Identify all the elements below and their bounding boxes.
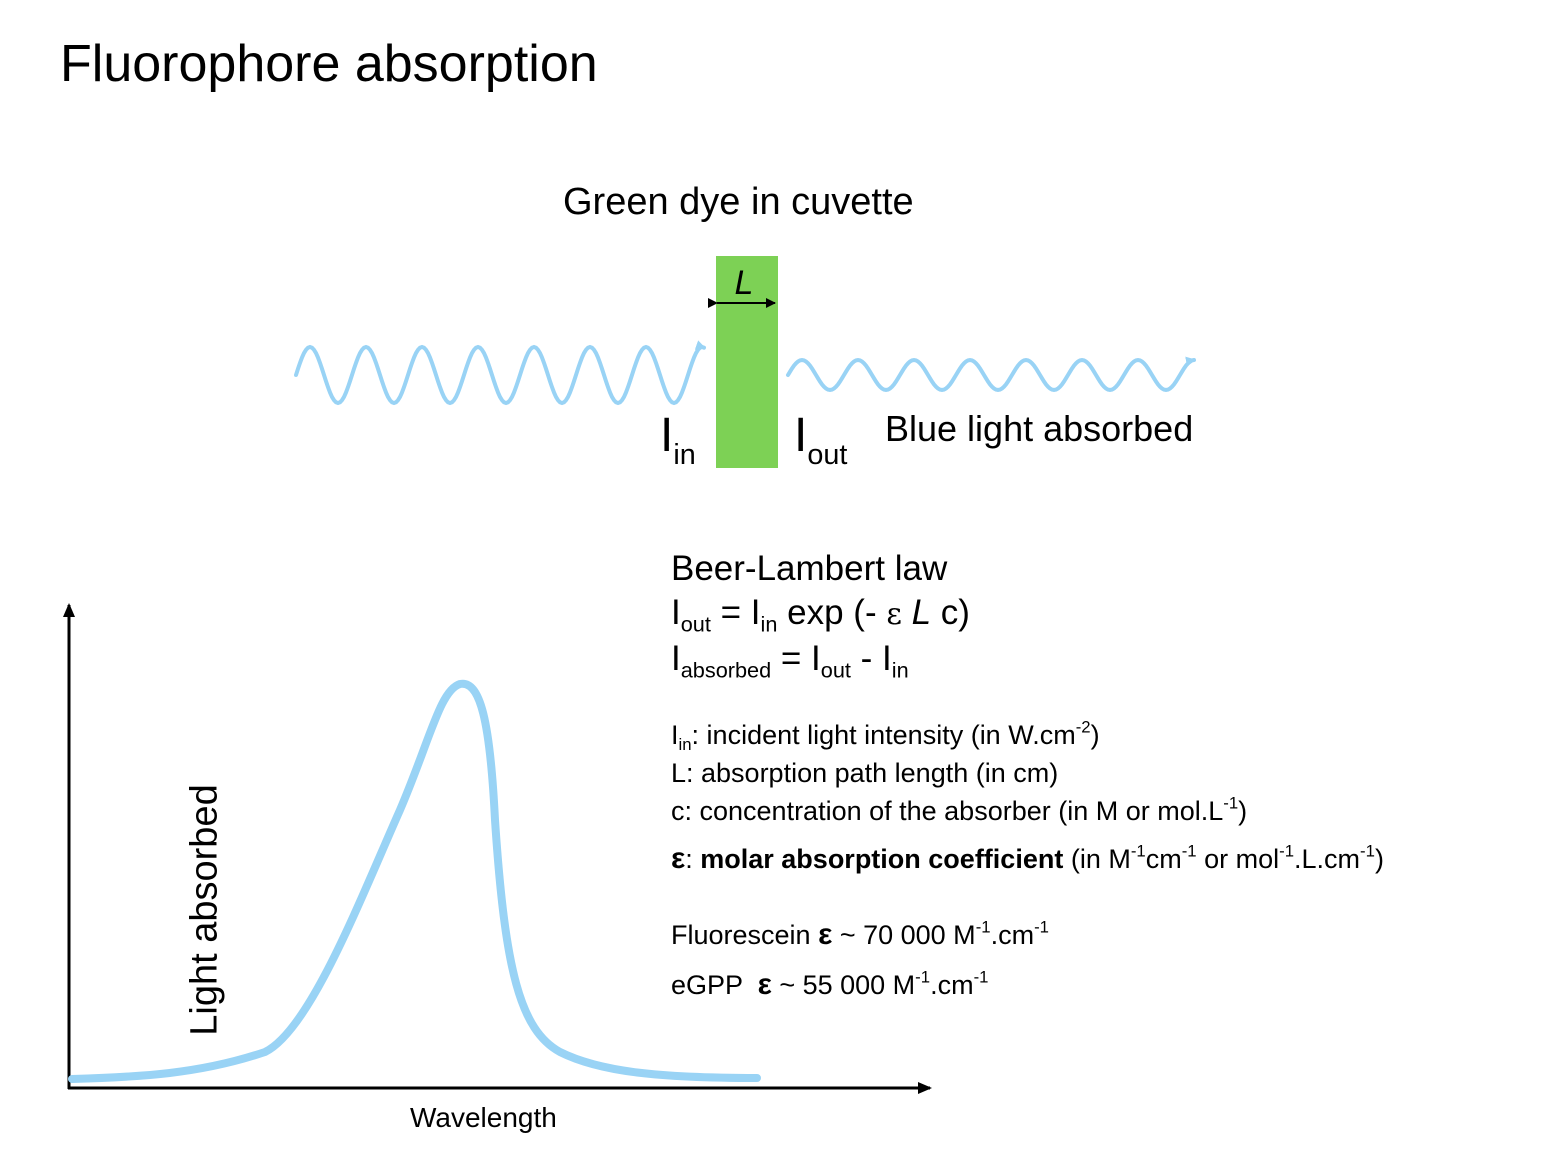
path-length-label: L: [735, 264, 754, 302]
example-egpp: eGPP ε ~ 55 000 M-1.cm-1: [671, 967, 989, 1001]
incident-intensity-label: Iin: [660, 408, 696, 469]
examples-block: Fluorescein ε ~ 70 000 M-1.cm-1 eGPP ε ~…: [671, 910, 1049, 1010]
incident-light-wave: [294, 340, 706, 406]
y-axis-label: Light absorbed: [183, 784, 226, 1036]
cuvette-caption: Green dye in cuvette: [563, 181, 914, 223]
i-out-base: I: [794, 409, 808, 462]
i-out-sub: out: [807, 438, 848, 471]
beer-lambert-heading: Beer-Lambert law: [671, 549, 948, 588]
result-label: Blue light absorbed: [885, 408, 1194, 449]
definition-l: L: absorption path length (in cm): [671, 758, 1059, 788]
x-axis-label: Wavelength: [410, 1102, 557, 1133]
absorption-curve: [68, 679, 761, 1083]
transmitted-light-wave: [786, 356, 1196, 393]
cuvette: [716, 256, 778, 468]
transmitted-intensity-label: Iout: [794, 408, 847, 469]
definition-epsilon: ε: molar absorption coefficient (in M-1c…: [671, 841, 1384, 875]
i-in-base: I: [660, 409, 674, 462]
absorbed-equation: Iabsorbed = Iout - Iin: [671, 639, 909, 683]
beer-lambert-block: Beer-Lambert law Iout = Iin exp (- ε L c…: [671, 547, 970, 681]
light-path-diagram: L: [294, 256, 1196, 468]
definitions-block: Iin: incident light intensity (in W.cm-2…: [671, 716, 1384, 879]
i-in-sub: in: [673, 438, 696, 471]
slide-title: Fluorophore absorption: [60, 35, 598, 93]
definition-iin: Iin: incident light intensity (in W.cm-2…: [671, 717, 1100, 754]
definition-c: c: concentration of the absorber (in M o…: [671, 793, 1248, 826]
beer-lambert-equation: Iout = Iin exp (- ε L c): [671, 593, 970, 637]
example-fluorescein: Fluorescein ε ~ 70 000 M-1.cm-1: [671, 917, 1049, 951]
